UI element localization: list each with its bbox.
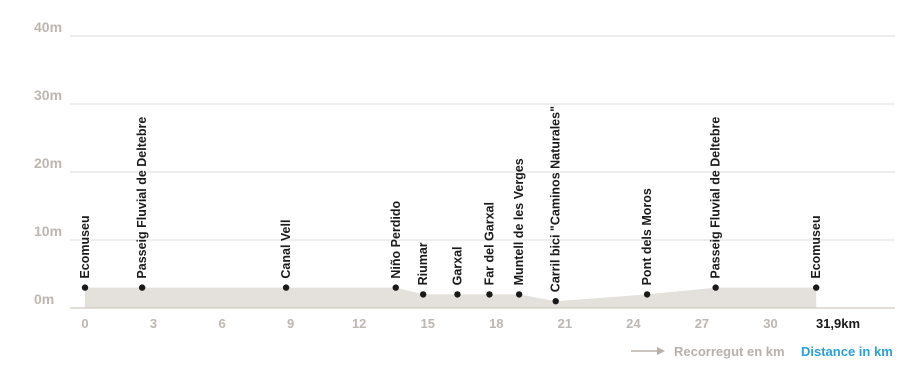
waypoint-label: Passeig Fluvial de Deltebre <box>135 117 149 279</box>
y-tick-label: 30m <box>34 87 62 103</box>
x-tick-label: 9 <box>287 316 294 331</box>
waypoint-dot <box>454 291 461 298</box>
y-axis-ticks: 0m 10m 20m 30m 40m <box>34 19 62 307</box>
grid-lines <box>70 35 895 241</box>
x-tick-label: 30 <box>763 316 777 331</box>
waypoint-label: Pont dels Moros <box>640 188 654 285</box>
waypoint-label: Carril bici "Caminos Naturales" <box>549 106 563 292</box>
elevation-area <box>85 287 817 308</box>
x-tick-label: 27 <box>695 316 709 331</box>
waypoint-dot <box>138 284 146 291</box>
waypoint-dot <box>392 284 399 291</box>
waypoint-dot <box>81 284 89 291</box>
waypoint-label: Passeig Fluvial de Deltebre <box>709 117 723 279</box>
x-tick-label: 18 <box>489 316 503 331</box>
waypoint-label: Garxal <box>450 246 464 285</box>
waypoint-dot <box>282 284 290 291</box>
x-tick-label: 24 <box>626 316 641 331</box>
waypoints: Ecomuseu Passeig Fluvial de Deltebre Canal… <box>78 106 823 305</box>
y-tick-label: 10m <box>34 223 62 239</box>
x-tick-label: 6 <box>218 316 225 331</box>
legend-english-label: Distance in km <box>801 344 893 359</box>
x-tick-label: 0 <box>81 316 88 331</box>
legend: Recorregut en km Distance in km <box>631 344 893 359</box>
waypoint-label: Ecomuseu <box>78 215 92 278</box>
x-axis-ticks: 0 3 6 9 12 15 18 21 24 27 30 <box>81 316 777 331</box>
waypoint-dot <box>643 291 651 298</box>
waypoint-label: Riumar <box>416 242 430 285</box>
y-tick-label: 40m <box>34 19 62 35</box>
waypoint-label: Muntell de les Verges <box>512 158 526 285</box>
waypoint-label: Niño Perdido <box>389 200 403 278</box>
waypoint-dot <box>419 291 427 298</box>
x-tick-label: 3 <box>150 316 157 331</box>
x-axis-end-label: 31,9km <box>816 316 860 331</box>
waypoint-dot <box>813 284 820 291</box>
waypoint-dot <box>552 298 559 305</box>
waypoint-dot <box>486 291 493 298</box>
y-tick-label: 0m <box>34 291 54 307</box>
x-tick-label: 12 <box>352 316 366 331</box>
x-tick-label: 15 <box>421 316 435 331</box>
waypoint-label: Canal Vell <box>279 220 293 279</box>
legend-arrowhead-icon <box>657 347 665 355</box>
y-tick-label: 20m <box>34 155 62 171</box>
legend-local-label: Recorregut en km <box>674 344 785 359</box>
waypoint-label: Ecomuseu <box>809 215 823 278</box>
waypoint-label: Far del Garxal <box>482 202 496 285</box>
x-tick-label: 21 <box>558 316 572 331</box>
waypoint-dot <box>515 291 523 298</box>
waypoint-dot <box>712 284 719 291</box>
